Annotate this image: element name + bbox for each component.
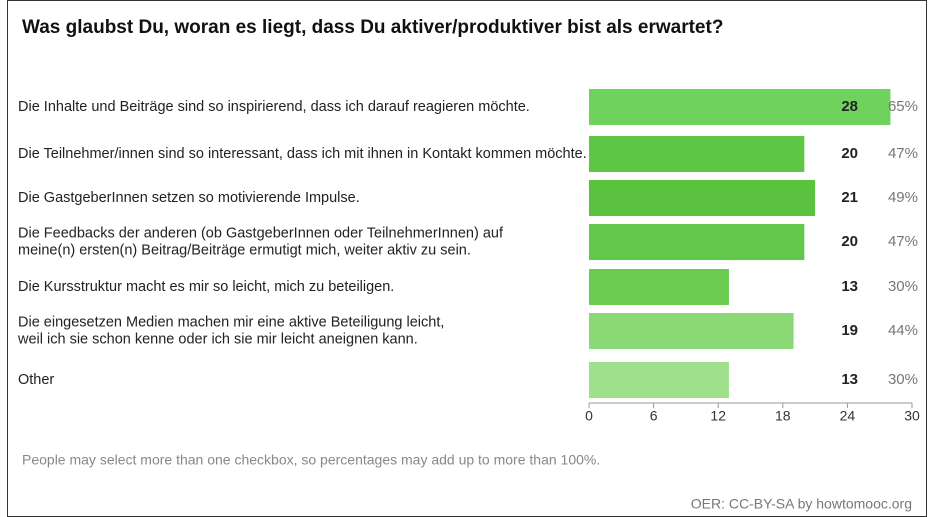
percent-label: 30% [888,371,918,388]
percent-label: 30% [888,278,918,295]
category-label: meine(n) ersten(n) Beitrag/Beiträge ermu… [18,242,471,258]
bar [589,180,816,216]
footnote: People may select more than one checkbox… [22,452,600,468]
x-tick-label: 30 [904,408,920,424]
bar [589,89,891,125]
count-label: 13 [841,278,858,295]
chart-title: Was glaubst Du, woran es liegt, dass Du … [22,17,723,38]
category-label: Die Teilnehmer/innen sind so interessant… [18,146,587,162]
bar [589,313,794,349]
credit: OER: CC-BY-SA by howtomooc.org [691,496,912,512]
percent-label: 65% [888,98,918,115]
category-label: Die eingesetzen Medien machen mir eine a… [18,314,444,330]
x-tick-label: 24 [840,408,856,424]
category-label: weil ich sie schon kenne oder ich sie mi… [17,331,418,347]
count-label: 19 [841,322,858,339]
count-label: 28 [841,98,858,115]
category-label: Other [18,372,54,388]
bar [589,136,805,172]
count-label: 20 [841,145,858,162]
x-tick-label: 12 [710,408,726,424]
category-label: Die Feedbacks der anderen (ob GastgeberI… [18,225,504,241]
x-tick-label: 0 [585,408,593,424]
category-label: Die Inhalte und Beiträge sind so inspiri… [18,99,530,115]
bar [589,224,805,260]
count-label: 21 [841,189,858,206]
count-label: 20 [841,233,858,250]
bar [589,362,729,398]
percent-label: 44% [888,322,918,339]
x-tick-label: 18 [775,408,791,424]
x-tick-label: 6 [650,408,658,424]
count-label: 13 [841,371,858,388]
category-label: Die GastgeberInnen setzen so motivierend… [18,190,360,206]
bar [589,269,729,305]
category-label: Die Kursstruktur macht es mir so leicht,… [18,279,394,295]
percent-label: 49% [888,189,918,206]
percent-label: 47% [888,233,918,250]
percent-label: 47% [888,145,918,162]
